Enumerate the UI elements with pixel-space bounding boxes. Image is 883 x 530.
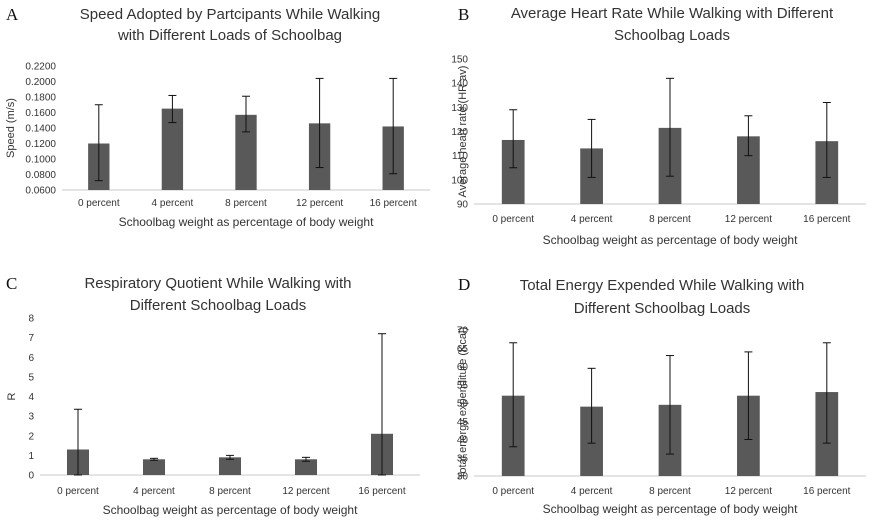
chart-panel-a: A Speed Adopted by Partcipants While Walk…: [5, 5, 430, 229]
chart-title-line: Speed Adopted by Partcipants While Walki…: [80, 6, 380, 23]
y-tick-label: 30: [457, 472, 469, 483]
x-tick-label: 16 percent: [803, 486, 850, 497]
y-tick-label: 140: [451, 79, 468, 90]
chart-title-line: Different Schoolbag Loads: [130, 297, 307, 314]
y-tick-label: 40: [457, 435, 469, 446]
x-tick-label: 16 percent: [370, 198, 417, 209]
x-tick-label: 12 percent: [296, 198, 343, 209]
y-axis-label: Speed (m/s): [5, 98, 17, 158]
chart-title-line: Respiratory Quotient While Walking with: [84, 275, 351, 292]
panel-letter: A: [6, 5, 19, 24]
chart-panel-b: B Average Heart Rate While Walking with D…: [451, 5, 866, 247]
bar: [501, 139, 525, 204]
y-tick-label: 0.1000: [25, 155, 56, 166]
y-axis-label: Total energy expenditure (Kcal): [457, 327, 469, 479]
y-tick-label: 130: [451, 103, 468, 114]
y-tick-label: 35: [457, 453, 469, 464]
x-tick-label: 0 percent: [78, 198, 120, 209]
bar: [294, 459, 318, 475]
x-tick-label: 8 percent: [209, 486, 251, 497]
panel-letter: D: [458, 275, 470, 294]
y-tick-label: 100: [451, 175, 468, 186]
y-tick-label: 120: [451, 127, 468, 138]
x-tick-label: 8 percent: [225, 198, 267, 209]
bar: [161, 108, 184, 190]
y-tick-label: 0.2000: [25, 77, 56, 88]
x-axis-label: Schoolbag weight as percentage of body w…: [103, 503, 359, 517]
x-tick-label: 12 percent: [282, 486, 329, 497]
chart-title-line: Average Heart Rate While Walking with Di…: [511, 5, 834, 22]
x-tick-label: 16 percent: [358, 486, 405, 497]
chart-title-line: Schoolbag Loads: [614, 27, 730, 44]
bar: [235, 114, 257, 190]
chart-panel-c: C Respiratory Quotient While Walking with…: [6, 274, 420, 517]
y-tick-label: 0.1600: [25, 108, 56, 119]
bar: [218, 457, 242, 475]
x-tick-label: 0 percent: [492, 486, 534, 497]
y-tick-label: 45: [457, 417, 469, 428]
y-tick-label: 60: [457, 362, 469, 373]
y-tick-label: 8: [28, 314, 34, 325]
chart-panel-d: D Total Energy Expended While Walking wit…: [457, 275, 866, 516]
x-tick-label: 4 percent: [152, 198, 194, 209]
chart-title-line: Total Energy Expended While Walking with: [520, 277, 805, 294]
y-tick-label: 0: [28, 471, 34, 482]
bar: [737, 136, 760, 204]
y-tick-label: 0.1200: [25, 139, 56, 150]
x-tick-label: 4 percent: [571, 486, 613, 497]
panel-letter: B: [458, 5, 469, 24]
y-tick-label: 50: [457, 399, 469, 410]
panel-letter: C: [6, 274, 17, 293]
x-axis-label: Schoolbag weight as percentage of body w…: [119, 215, 375, 229]
x-tick-label: 8 percent: [649, 214, 691, 225]
x-tick-label: 8 percent: [649, 486, 691, 497]
y-tick-label: 0.0600: [25, 186, 56, 197]
y-tick-label: 4: [28, 392, 34, 403]
y-tick-label: 70: [457, 326, 469, 337]
y-tick-label: 5: [28, 372, 34, 383]
y-tick-label: 150: [451, 55, 468, 66]
chart-title-line: with Different Loads of Schoolbag: [117, 27, 342, 44]
y-tick-label: 7: [28, 333, 34, 344]
x-tick-label: 16 percent: [803, 214, 850, 225]
y-tick-label: 110: [452, 151, 468, 162]
x-tick-label: 0 percent: [57, 486, 99, 497]
y-tick-label: 0.1800: [25, 93, 56, 104]
y-tick-label: 1: [28, 451, 34, 462]
y-tick-label: 0.1400: [25, 124, 56, 135]
y-tick-label: 65: [457, 344, 469, 355]
x-axis-label: Schoolbag weight as percentage of body w…: [543, 502, 799, 516]
y-tick-label: 55: [457, 380, 469, 391]
x-tick-label: 0 percent: [492, 214, 534, 225]
x-tick-label: 4 percent: [133, 486, 175, 497]
y-axis-label: Average heart rate (HR av): [457, 66, 469, 198]
y-tick-label: 90: [457, 200, 469, 211]
y-tick-label: 3: [28, 412, 34, 423]
x-tick-label: 12 percent: [725, 486, 772, 497]
x-tick-label: 4 percent: [571, 214, 613, 225]
x-tick-label: 12 percent: [725, 214, 772, 225]
y-tick-label: 0.2200: [25, 62, 56, 73]
chart-title-line: Different Schoolbag Loads: [574, 300, 751, 317]
x-axis-label: Schoolbag weight as percentage of body w…: [543, 233, 799, 247]
y-tick-label: 0.0800: [25, 170, 56, 181]
y-tick-label: 2: [28, 431, 34, 442]
y-tick-label: 6: [28, 353, 34, 364]
bar: [142, 459, 166, 475]
y-axis-label: R: [6, 392, 18, 400]
